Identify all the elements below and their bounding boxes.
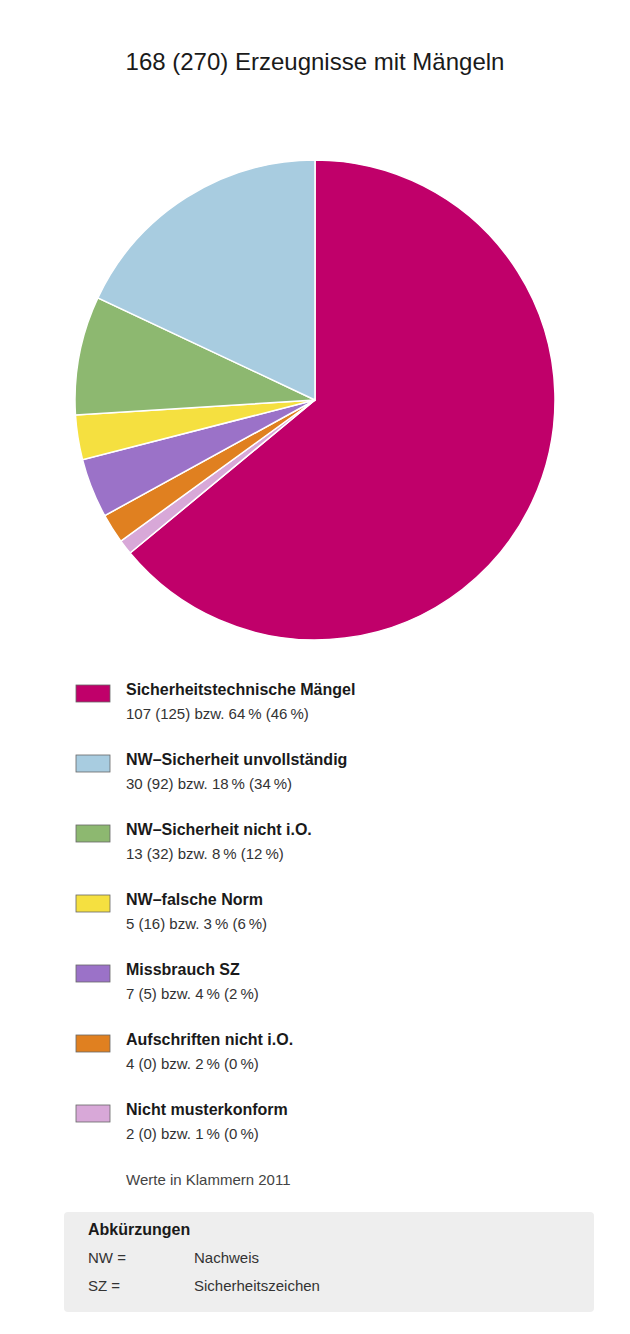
legend-detail: 4 (0) bzw. 2 % (0 %) <box>126 1055 259 1072</box>
pie <box>75 160 555 640</box>
abbreviation-title: Abkürzungen <box>88 1221 190 1238</box>
legend-swatch <box>76 685 110 702</box>
legend-label: Aufschriften nicht i.O. <box>126 1031 293 1048</box>
chart: 168 (270) Erzeugnisse mit Mängeln Sicherh… <box>0 0 630 1334</box>
legend-detail: 30 (92) bzw. 18 % (34 %) <box>126 775 292 792</box>
legend-swatch <box>76 755 110 772</box>
title: 168 (270) Erzeugnisse mit Mängeln <box>126 48 505 75</box>
abbreviation-key: NW = <box>88 1249 126 1266</box>
legend-swatch <box>76 895 110 912</box>
legend-detail: 2 (0) bzw. 1 % (0 %) <box>126 1125 259 1142</box>
legend-label: NW–falsche Norm <box>126 891 263 908</box>
abbreviation-box <box>64 1212 594 1312</box>
legend: Sicherheitstechnische Mängel 107 (125) bz… <box>76 681 355 1142</box>
legend-label: NW–Sicherheit nicht i.O. <box>126 821 312 838</box>
legend-swatch <box>76 965 110 982</box>
pie-slice <box>98 160 315 400</box>
legend-detail: 7 (5) bzw. 4 % (2 %) <box>126 985 259 1002</box>
abbreviation-key: SZ = <box>88 1277 120 1294</box>
legend-label: Sicherheitstechnische Mängel <box>126 681 355 698</box>
legend-swatch <box>76 825 110 842</box>
abbreviations: Abkürzungen NW = Nachweis SZ = Sicherheitsze… <box>64 1212 594 1312</box>
legend-label: Nicht musterkonform <box>126 1101 288 1118</box>
legend-label: Missbrauch SZ <box>126 961 240 978</box>
legend-detail: 107 (125) bzw. 64 % (46 %) <box>126 705 309 722</box>
abbreviation-value: Nachweis <box>194 1249 259 1266</box>
note: Werte in Klammern 2011 <box>126 1171 291 1188</box>
legend-label: NW–Sicherheit unvollständig <box>126 751 347 768</box>
legend-swatch <box>76 1105 110 1122</box>
legend-detail: 13 (32) bzw. 8 % (12 %) <box>126 845 284 862</box>
abbreviation-value: Sicherheitszeichen <box>194 1277 320 1294</box>
legend-swatch <box>76 1035 110 1052</box>
legend-detail: 5 (16) bzw. 3 % (6 %) <box>126 915 267 932</box>
